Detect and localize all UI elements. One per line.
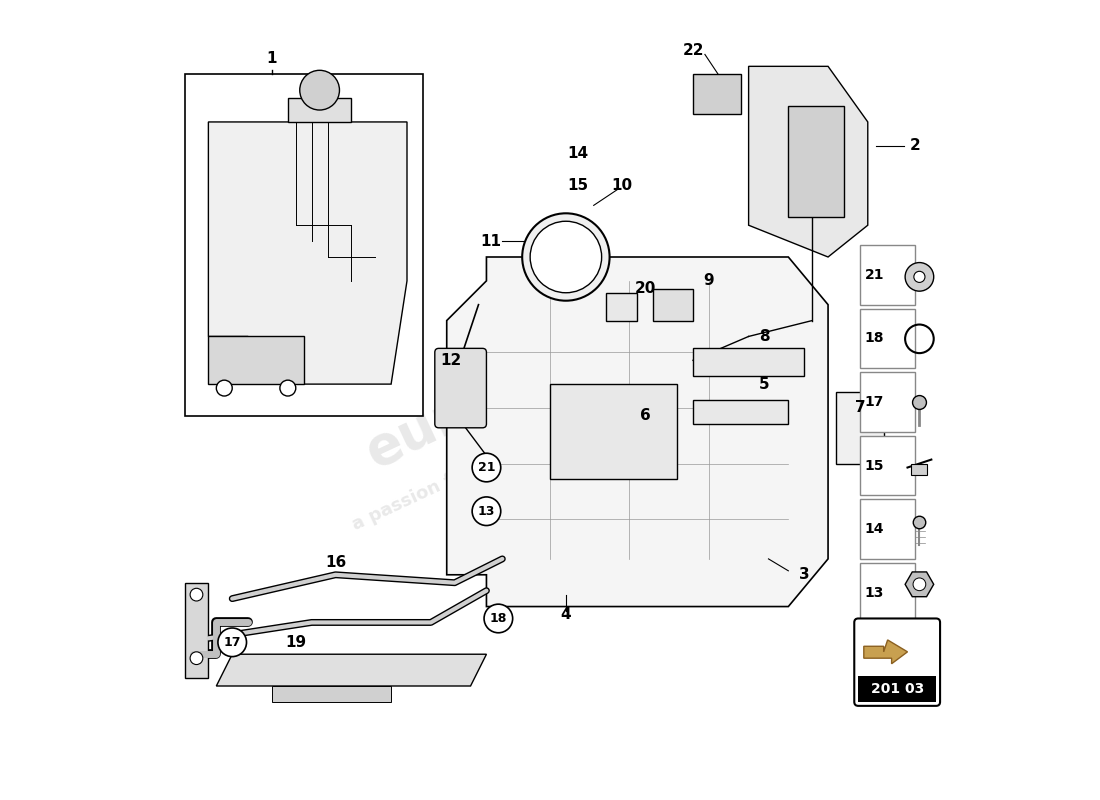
Polygon shape xyxy=(749,66,868,257)
Text: 10: 10 xyxy=(610,178,632,193)
Polygon shape xyxy=(208,122,407,384)
FancyBboxPatch shape xyxy=(860,563,915,622)
FancyBboxPatch shape xyxy=(855,618,940,706)
Text: 1: 1 xyxy=(266,51,277,66)
Circle shape xyxy=(279,380,296,396)
Circle shape xyxy=(522,214,609,301)
Text: 22: 22 xyxy=(682,43,704,58)
Text: 20: 20 xyxy=(635,282,656,296)
Polygon shape xyxy=(217,654,486,686)
Text: 6: 6 xyxy=(640,408,651,423)
Circle shape xyxy=(913,578,926,590)
Text: 21: 21 xyxy=(477,461,495,474)
Text: 3: 3 xyxy=(799,567,810,582)
Text: eurocars: eurocars xyxy=(358,322,615,478)
Circle shape xyxy=(530,222,602,293)
FancyBboxPatch shape xyxy=(185,74,422,416)
Polygon shape xyxy=(288,98,351,122)
Text: 201 03: 201 03 xyxy=(870,682,924,696)
Polygon shape xyxy=(208,337,304,384)
Text: 13: 13 xyxy=(865,586,884,600)
Polygon shape xyxy=(185,582,208,678)
Text: 2: 2 xyxy=(910,138,921,154)
Text: 9: 9 xyxy=(704,274,714,288)
Text: 17: 17 xyxy=(223,636,241,649)
Text: 5: 5 xyxy=(759,377,770,392)
Text: 14: 14 xyxy=(865,522,884,536)
Text: 16: 16 xyxy=(324,555,346,570)
Text: 18: 18 xyxy=(490,612,507,625)
FancyBboxPatch shape xyxy=(836,392,883,463)
FancyBboxPatch shape xyxy=(860,372,915,432)
FancyBboxPatch shape xyxy=(606,293,637,321)
Circle shape xyxy=(484,604,513,633)
FancyBboxPatch shape xyxy=(860,499,915,559)
FancyBboxPatch shape xyxy=(858,677,936,702)
Polygon shape xyxy=(905,572,934,597)
Text: 8: 8 xyxy=(759,329,770,344)
Text: 13: 13 xyxy=(477,505,495,518)
Text: 15: 15 xyxy=(568,178,588,193)
Text: 18: 18 xyxy=(865,331,884,346)
Circle shape xyxy=(190,652,202,665)
Text: 4: 4 xyxy=(561,607,571,622)
Circle shape xyxy=(217,380,232,396)
FancyBboxPatch shape xyxy=(550,384,678,479)
Circle shape xyxy=(218,628,246,657)
FancyBboxPatch shape xyxy=(860,436,915,495)
Text: 14: 14 xyxy=(568,146,588,162)
FancyBboxPatch shape xyxy=(912,463,927,475)
Polygon shape xyxy=(864,640,907,664)
Circle shape xyxy=(914,271,925,282)
FancyBboxPatch shape xyxy=(693,348,804,376)
Polygon shape xyxy=(272,686,392,702)
Polygon shape xyxy=(693,74,740,114)
FancyBboxPatch shape xyxy=(789,106,844,218)
Text: 11: 11 xyxy=(480,234,501,249)
FancyBboxPatch shape xyxy=(860,309,915,368)
Polygon shape xyxy=(447,257,828,606)
Text: a passion for cars since 1985: a passion for cars since 1985 xyxy=(350,394,624,534)
Circle shape xyxy=(300,70,340,110)
Text: 19: 19 xyxy=(285,635,306,650)
Text: 15: 15 xyxy=(865,458,884,473)
Text: 17: 17 xyxy=(865,395,884,409)
Circle shape xyxy=(190,588,202,601)
Circle shape xyxy=(472,454,500,482)
Circle shape xyxy=(905,262,934,291)
Text: 21: 21 xyxy=(865,268,884,282)
FancyBboxPatch shape xyxy=(860,245,915,305)
Text: 12: 12 xyxy=(440,353,461,368)
Circle shape xyxy=(472,497,500,526)
FancyBboxPatch shape xyxy=(653,289,693,321)
Text: 7: 7 xyxy=(855,401,865,415)
FancyBboxPatch shape xyxy=(434,348,486,428)
FancyBboxPatch shape xyxy=(693,400,789,424)
